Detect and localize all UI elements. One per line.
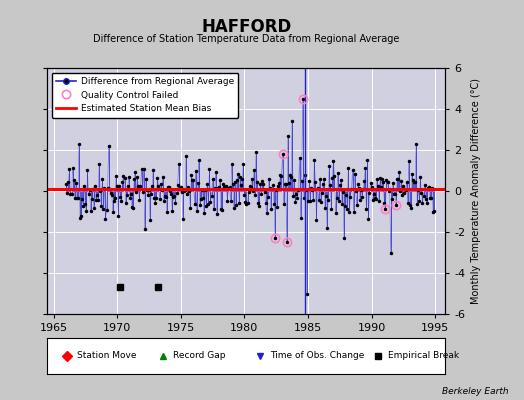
Text: Time of Obs. Change: Time of Obs. Change	[270, 352, 365, 360]
Y-axis label: Monthly Temperature Anomaly Difference (°C): Monthly Temperature Anomaly Difference (…	[471, 78, 481, 304]
Text: Berkeley Earth: Berkeley Earth	[442, 387, 508, 396]
Legend: Difference from Regional Average, Quality Control Failed, Estimated Station Mean: Difference from Regional Average, Qualit…	[52, 72, 238, 118]
Text: Difference of Station Temperature Data from Regional Average: Difference of Station Temperature Data f…	[93, 34, 399, 44]
Text: Station Move: Station Move	[77, 352, 137, 360]
Text: HAFFORD: HAFFORD	[201, 18, 291, 36]
Text: Record Gap: Record Gap	[172, 352, 225, 360]
Text: Empirical Break: Empirical Break	[388, 352, 459, 360]
